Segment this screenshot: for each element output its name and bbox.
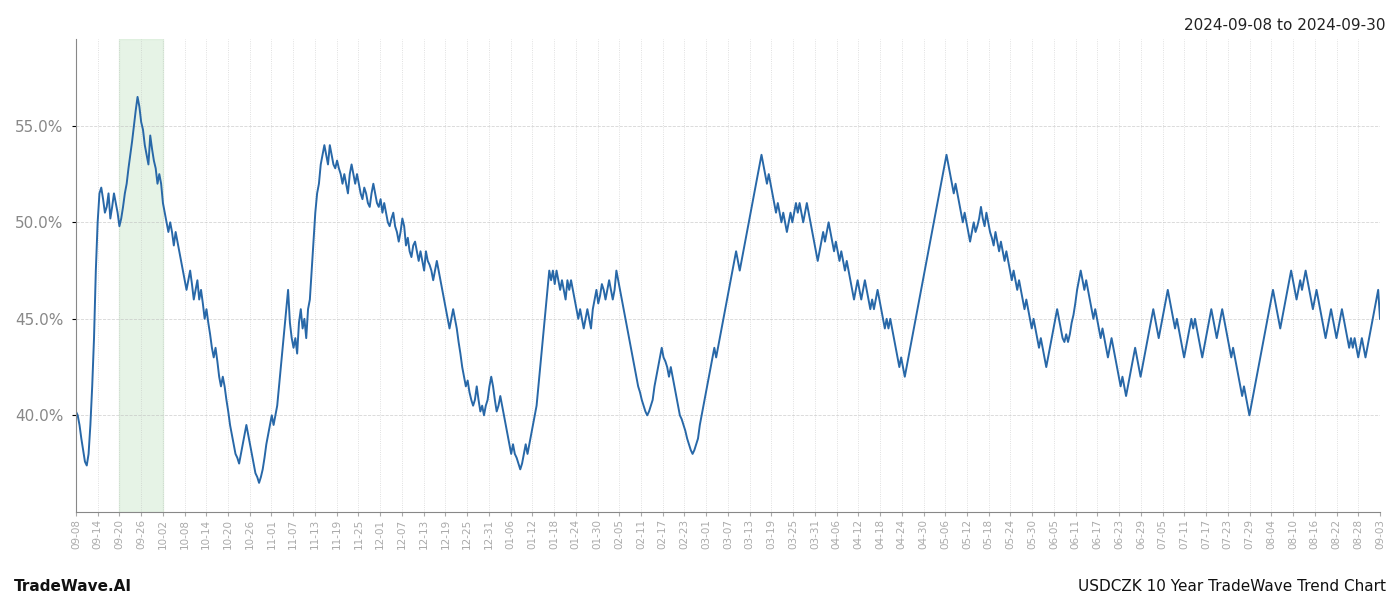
Text: USDCZK 10 Year TradeWave Trend Chart: USDCZK 10 Year TradeWave Trend Chart — [1078, 579, 1386, 594]
Text: TradeWave.AI: TradeWave.AI — [14, 579, 132, 594]
Text: 2024-09-08 to 2024-09-30: 2024-09-08 to 2024-09-30 — [1184, 18, 1386, 33]
Bar — [119, 39, 162, 512]
